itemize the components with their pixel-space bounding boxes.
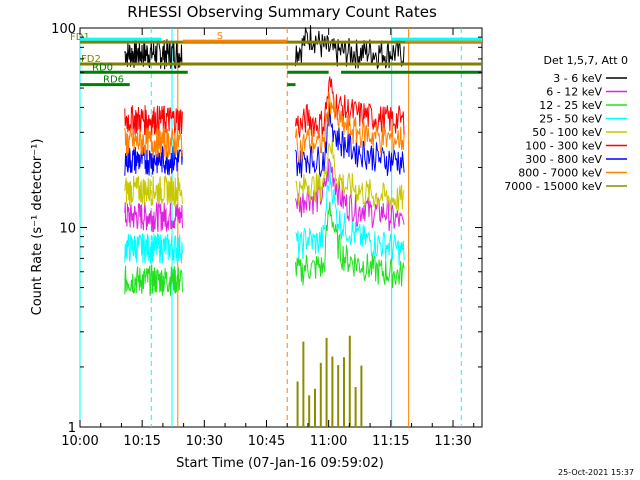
flag-label-1: FD2 — [81, 54, 101, 65]
series-6 — [124, 101, 405, 178]
series-trace-1-0 — [124, 201, 183, 233]
legend-label-3: 25 - 50 keV — [539, 113, 602, 126]
series-trace-3-1 — [295, 161, 405, 266]
x-tick-label-0: 10:00 — [61, 434, 98, 449]
flag-label-0: FD1 — [70, 32, 90, 43]
flag-label-4: S — [217, 31, 223, 42]
x-tick-label-3: 10:45 — [248, 434, 285, 449]
x-tick-label-1: 10:15 — [123, 434, 160, 449]
flag-label-2: RD0 — [92, 62, 113, 73]
chart-title: RHESSI Observing Summary Count Rates — [127, 3, 437, 21]
series-7 — [124, 91, 405, 164]
plot-frame — [79, 27, 483, 428]
x-tick-label-4: 11:00 — [310, 434, 347, 449]
series-trace-6-1 — [295, 101, 405, 178]
series-trace-4-1 — [295, 139, 405, 211]
series-trace-6-0 — [124, 144, 183, 176]
legend-header: Det 1,5,7, Att 0 — [544, 54, 628, 67]
legend-label-1: 6 - 12 keV — [546, 86, 602, 99]
timestamp: 25-Oct-2021 15:37 — [558, 468, 634, 477]
series-3 — [124, 161, 405, 266]
series-trace-7-1 — [295, 91, 405, 164]
legend-label-4: 50 - 100 keV — [532, 126, 602, 139]
y-tick-label-1: 10 — [59, 222, 76, 237]
axes: 10:00 10:15 10:30 10:45 11:00 11:15 11:30 1 10 10… — [51, 22, 482, 449]
series-2 — [124, 201, 405, 296]
y-tick-label-2: 100 — [51, 22, 76, 37]
series-trace-2-1 — [295, 201, 405, 289]
legend-label-7: 800 - 7000 keV — [518, 167, 602, 180]
series-trace-1-1 — [295, 158, 405, 232]
y-axis-label: Count Rate (s⁻¹ detector⁻¹) — [30, 139, 45, 316]
series-trace-2-0 — [124, 264, 183, 296]
y-tick-label-0: 1 — [68, 421, 76, 436]
x-tick-label-2: 10:30 — [186, 434, 223, 449]
series-trace-3-0 — [124, 233, 183, 264]
series-trace-4-0 — [124, 174, 183, 207]
x-tick-label-6: 11:30 — [434, 434, 471, 449]
series-4 — [124, 139, 405, 211]
series-trace-0-1 — [295, 25, 405, 70]
legend-label-2: 12 - 25 keV — [539, 99, 602, 112]
x-axis-label: Start Time (07-Jan-16 09:59:02) — [176, 456, 384, 471]
legend-label-6: 300 - 800 keV — [525, 153, 602, 166]
plot-area — [79, 25, 462, 427]
series-1 — [124, 158, 405, 233]
legend-label-0: 3 - 6 keV — [553, 72, 602, 85]
series-trace-7-0 — [124, 127, 183, 158]
flag-label-3: RD6 — [103, 75, 124, 86]
x-tick-label-5: 11:15 — [372, 434, 409, 449]
series-5 — [124, 76, 405, 138]
legend-label-8: 7000 - 15000 keV — [504, 180, 602, 193]
series-trace-5-0 — [124, 105, 183, 136]
legend-label-5: 100 - 300 keV — [525, 140, 602, 153]
